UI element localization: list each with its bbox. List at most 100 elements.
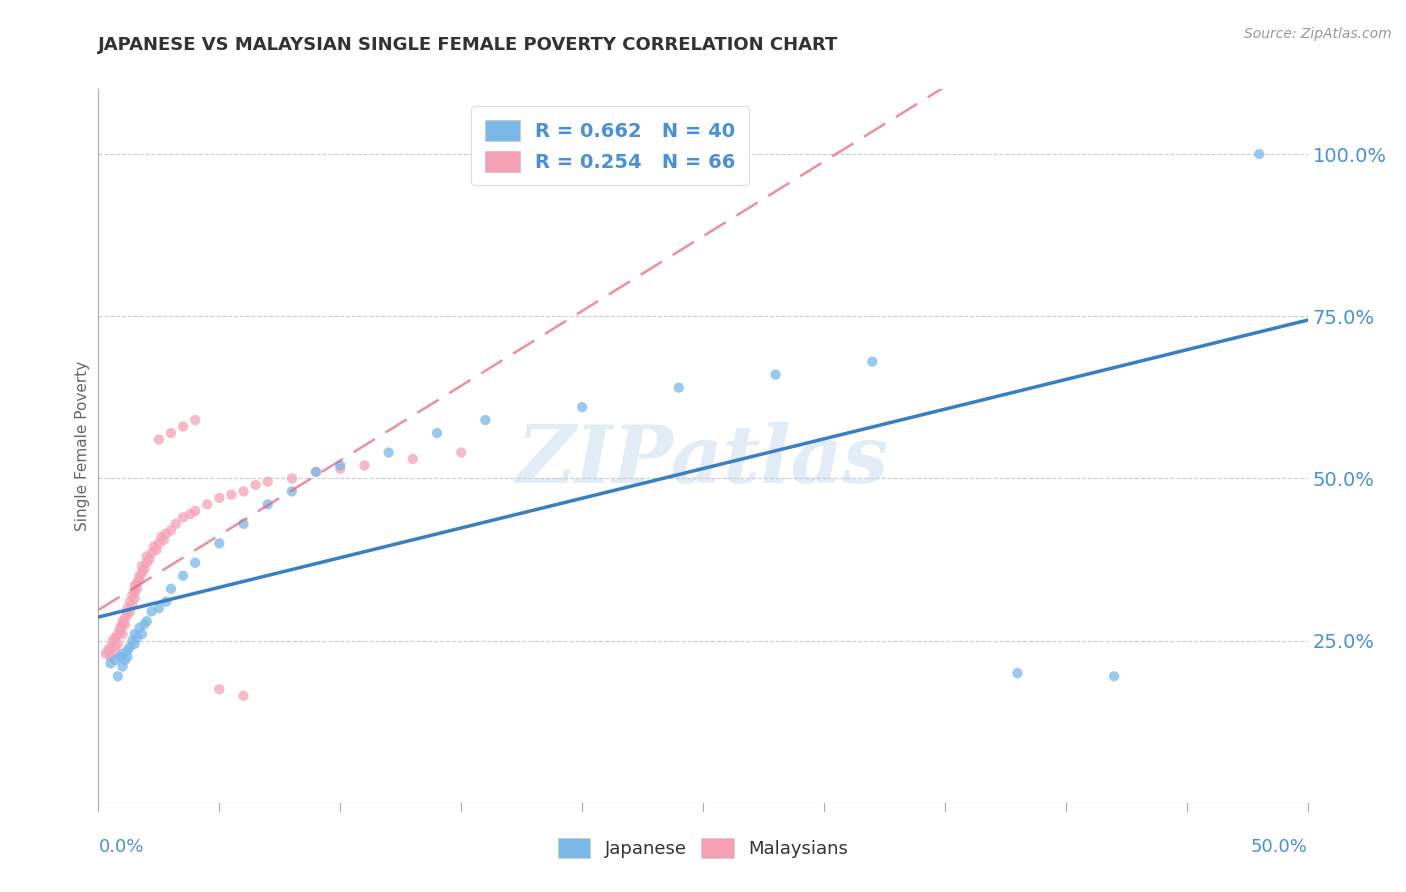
Point (256, 475, 278, 489)
Point (135, 614, 157, 628)
Point (114, 653, 136, 667)
Point (402, 452, 425, 467)
Point (128, 621, 150, 635)
Point (124, 627, 146, 641)
Point (208, 682, 231, 697)
Point (765, 368, 787, 382)
Point (121, 633, 143, 648)
Point (305, 465, 328, 479)
Point (127, 631, 149, 645)
Point (124, 591, 146, 606)
Point (118, 595, 141, 609)
Text: ZIPatlas: ZIPatlas (517, 422, 889, 499)
Point (127, 582, 149, 596)
Point (108, 621, 131, 635)
Point (305, 465, 328, 479)
Point (329, 461, 352, 475)
Point (104, 631, 127, 645)
Point (329, 458, 352, 473)
Point (124, 637, 146, 651)
Point (121, 588, 143, 602)
Point (377, 445, 399, 459)
Point (474, 413, 496, 427)
Point (668, 381, 690, 395)
Point (131, 627, 153, 641)
Point (121, 598, 143, 612)
Point (860, 354, 883, 368)
Point (107, 669, 129, 683)
Point (353, 458, 375, 473)
Point (104, 640, 127, 654)
Point (245, 478, 267, 492)
Point (184, 413, 207, 427)
Point (172, 568, 194, 582)
Legend: Japanese, Malaysians: Japanese, Malaysians (551, 830, 855, 865)
Point (165, 516, 187, 531)
Point (172, 419, 194, 434)
Point (100, 657, 122, 671)
Point (117, 649, 139, 664)
Point (135, 556, 157, 570)
Point (111, 647, 134, 661)
Text: Source: ZipAtlas.com: Source: ZipAtlas.com (1244, 27, 1392, 41)
Point (221, 488, 243, 502)
Point (150, 530, 173, 544)
Point (128, 572, 150, 586)
Point (131, 559, 153, 574)
Point (117, 601, 139, 615)
Point (141, 546, 163, 560)
Point (160, 425, 183, 440)
Point (111, 617, 134, 632)
Point (118, 604, 141, 618)
Point (1249, 147, 1271, 161)
Point (117, 643, 139, 657)
Point (281, 471, 304, 485)
Point (108, 624, 131, 638)
Point (97, 643, 120, 657)
Point (281, 484, 304, 499)
Point (124, 578, 146, 592)
Point (111, 659, 134, 673)
Point (195, 497, 218, 511)
Point (256, 497, 278, 511)
Point (145, 542, 167, 557)
Text: 0.0%: 0.0% (98, 838, 143, 856)
Point (111, 627, 134, 641)
Point (128, 568, 150, 582)
Point (160, 582, 183, 596)
Point (135, 549, 157, 564)
Point (101, 647, 124, 661)
Point (450, 445, 472, 459)
Point (155, 595, 177, 609)
Point (114, 617, 136, 632)
Point (134, 562, 156, 576)
Point (131, 566, 153, 580)
Point (134, 617, 156, 632)
Point (107, 637, 129, 651)
Point (107, 627, 129, 641)
Point (101, 633, 124, 648)
Point (148, 433, 170, 447)
Point (1102, 669, 1125, 683)
Point (155, 526, 177, 541)
Point (208, 536, 231, 550)
Point (111, 614, 134, 628)
Point (118, 640, 141, 654)
Point (232, 484, 254, 499)
Point (426, 425, 449, 440)
Point (172, 510, 194, 524)
Point (208, 491, 231, 505)
Y-axis label: Single Female Poverty: Single Female Poverty (75, 361, 90, 531)
Point (108, 649, 131, 664)
Text: 50.0%: 50.0% (1251, 838, 1308, 856)
Point (100, 640, 122, 654)
Point (124, 585, 146, 599)
Point (104, 653, 127, 667)
Point (100, 649, 122, 664)
Point (127, 575, 149, 590)
Point (232, 689, 254, 703)
Point (184, 504, 207, 518)
Point (94, 647, 117, 661)
Text: JAPANESE VS MALAYSIAN SINGLE FEMALE POVERTY CORRELATION CHART: JAPANESE VS MALAYSIAN SINGLE FEMALE POVE… (98, 36, 839, 54)
Point (141, 604, 163, 618)
